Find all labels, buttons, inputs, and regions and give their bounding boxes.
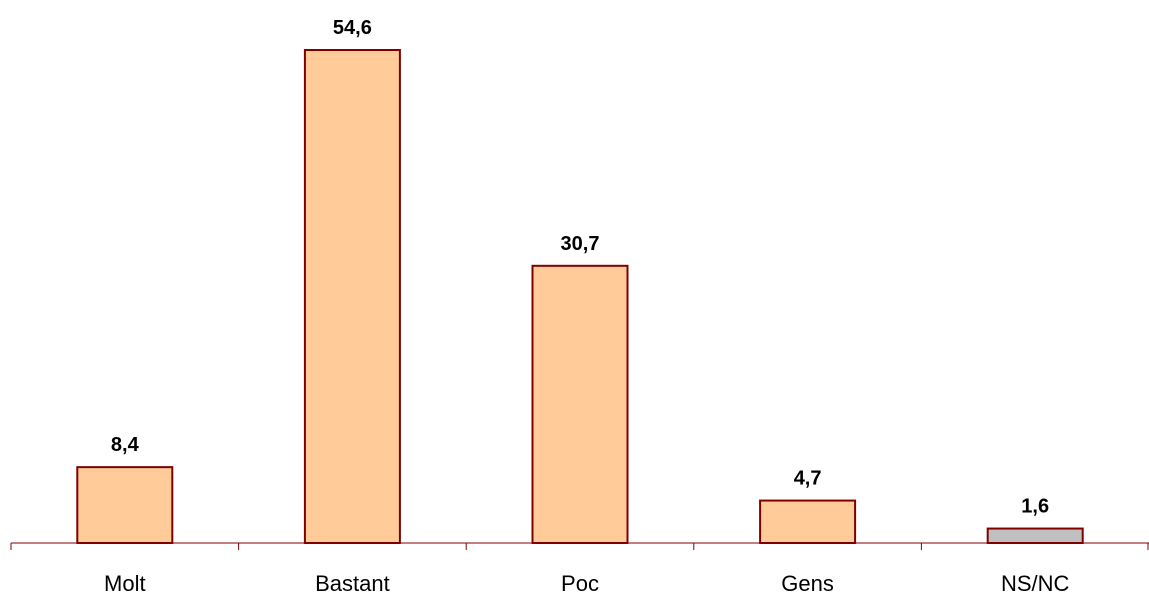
x-tick-label: Bastant: [315, 571, 390, 596]
bar-molt: [76, 466, 174, 544]
bar-gens: [759, 499, 857, 544]
value-label: 4,7: [794, 468, 822, 490]
value-label: 8,4: [111, 434, 140, 456]
bar-poc: [531, 264, 629, 544]
x-tick-label: Poc: [561, 571, 599, 596]
bars-group: [76, 49, 1084, 544]
value-label: 30,7: [561, 233, 600, 255]
x-tick-labels-group: Molt Bastant Poc Gens NS/NC: [104, 571, 1070, 596]
value-label: 54,6: [333, 17, 372, 39]
x-tick-label: Molt: [104, 571, 146, 596]
x-tick-label: Gens: [781, 571, 834, 596]
bar-ns-nc: [986, 527, 1084, 544]
value-labels-group: 8,4 54,6 30,7 4,7 1,6: [111, 17, 1049, 518]
x-tick-label: NS/NC: [1001, 571, 1070, 596]
bar-bastant: [303, 49, 401, 544]
value-label: 1,6: [1021, 496, 1049, 518]
x-axis: [10, 542, 1149, 550]
